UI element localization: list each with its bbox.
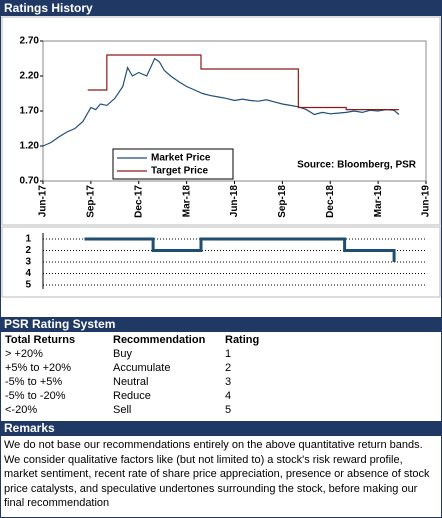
table-cell: <-20% [5,404,38,416]
x-tick-label: Mar-19 [373,185,384,218]
x-tick-label: Jun-17 [38,185,49,218]
x-tick-label: Mar-18 [181,185,192,218]
chart-frame [1,16,441,226]
y-tick-label: 5 [25,280,31,291]
table-cell: Neutral [113,376,149,388]
column-header: Recommendation [113,334,206,346]
y-tick-label: 4 [25,268,31,279]
table-cell: 5 [225,404,232,416]
y-tick-label: 2 [25,245,31,256]
table-cell: -5% to -20% [5,390,66,402]
data-line [87,54,399,111]
chart-frame [1,226,441,298]
table-row: <-20% Sell 5 [3,403,287,417]
table-cell: Accumulate [113,362,171,374]
table-cell: -5% to +5% [5,376,63,388]
x-tick-label: Dec-17 [133,185,144,218]
table-cell: 1 [225,348,232,360]
data-line [42,57,400,147]
y-tick-label: 0.70 [20,176,40,187]
section-header: Remarks [1,421,441,436]
section-header: PSR Rating System [1,317,441,332]
y-tick-label: 1.70 [20,106,40,117]
x-tick-label: Sep-17 [86,185,97,218]
x-tick-label: Dec-18 [325,185,336,218]
y-tick-label: 3 [25,257,31,268]
legend-label: Target Price [151,166,208,177]
table-cell: +5% to +20% [5,362,72,374]
x-tick-label: Jun-19 [421,185,432,218]
legend-label: Market Price [151,153,211,164]
column-header: Total Returns [5,334,76,346]
table-row: -5% to -20% Reduce 4 [3,389,287,403]
table-cell: Sell [113,404,132,416]
y-tick-label: 1.20 [20,141,40,152]
rating-table: Total Returns Recommendation Rating > +20% B… [3,333,287,417]
table-cell: Reduce [113,390,151,402]
remarks-text: We do not base our recommendations entir… [4,439,430,509]
table-row: > +20% Buy 1 [3,347,287,361]
charts: 0.70 1.20 1.70 2.20 2.70 Jun-17 Sep-17 Dec-17 Ma… [1,16,441,298]
y-tick-label: 1 [25,234,31,245]
y-tick-label: 2.70 [20,36,40,47]
y-tick-label: 2.20 [20,71,40,82]
legend [112,148,234,180]
section-header: Ratings History [1,1,441,16]
x-tick-label: Sep-18 [277,185,288,218]
column-header: Rating [225,334,260,346]
table-row: -5% to +5% Neutral 3 [3,375,287,389]
table-cell: 2 [225,362,232,374]
source-note: Source: Bloomberg, PSR [297,160,417,171]
table-cell: Buy [113,348,132,360]
table-row: +5% to +20% Accumulate 2 [3,361,287,375]
table-cell: 3 [225,376,232,388]
table-cell: 4 [225,390,232,402]
table-cell: > +20% [5,348,43,360]
data-line [84,237,396,262]
x-tick-label: Jun-18 [229,185,240,218]
